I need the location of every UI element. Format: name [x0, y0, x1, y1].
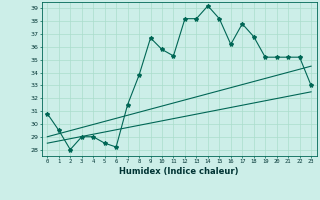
X-axis label: Humidex (Indice chaleur): Humidex (Indice chaleur): [119, 167, 239, 176]
